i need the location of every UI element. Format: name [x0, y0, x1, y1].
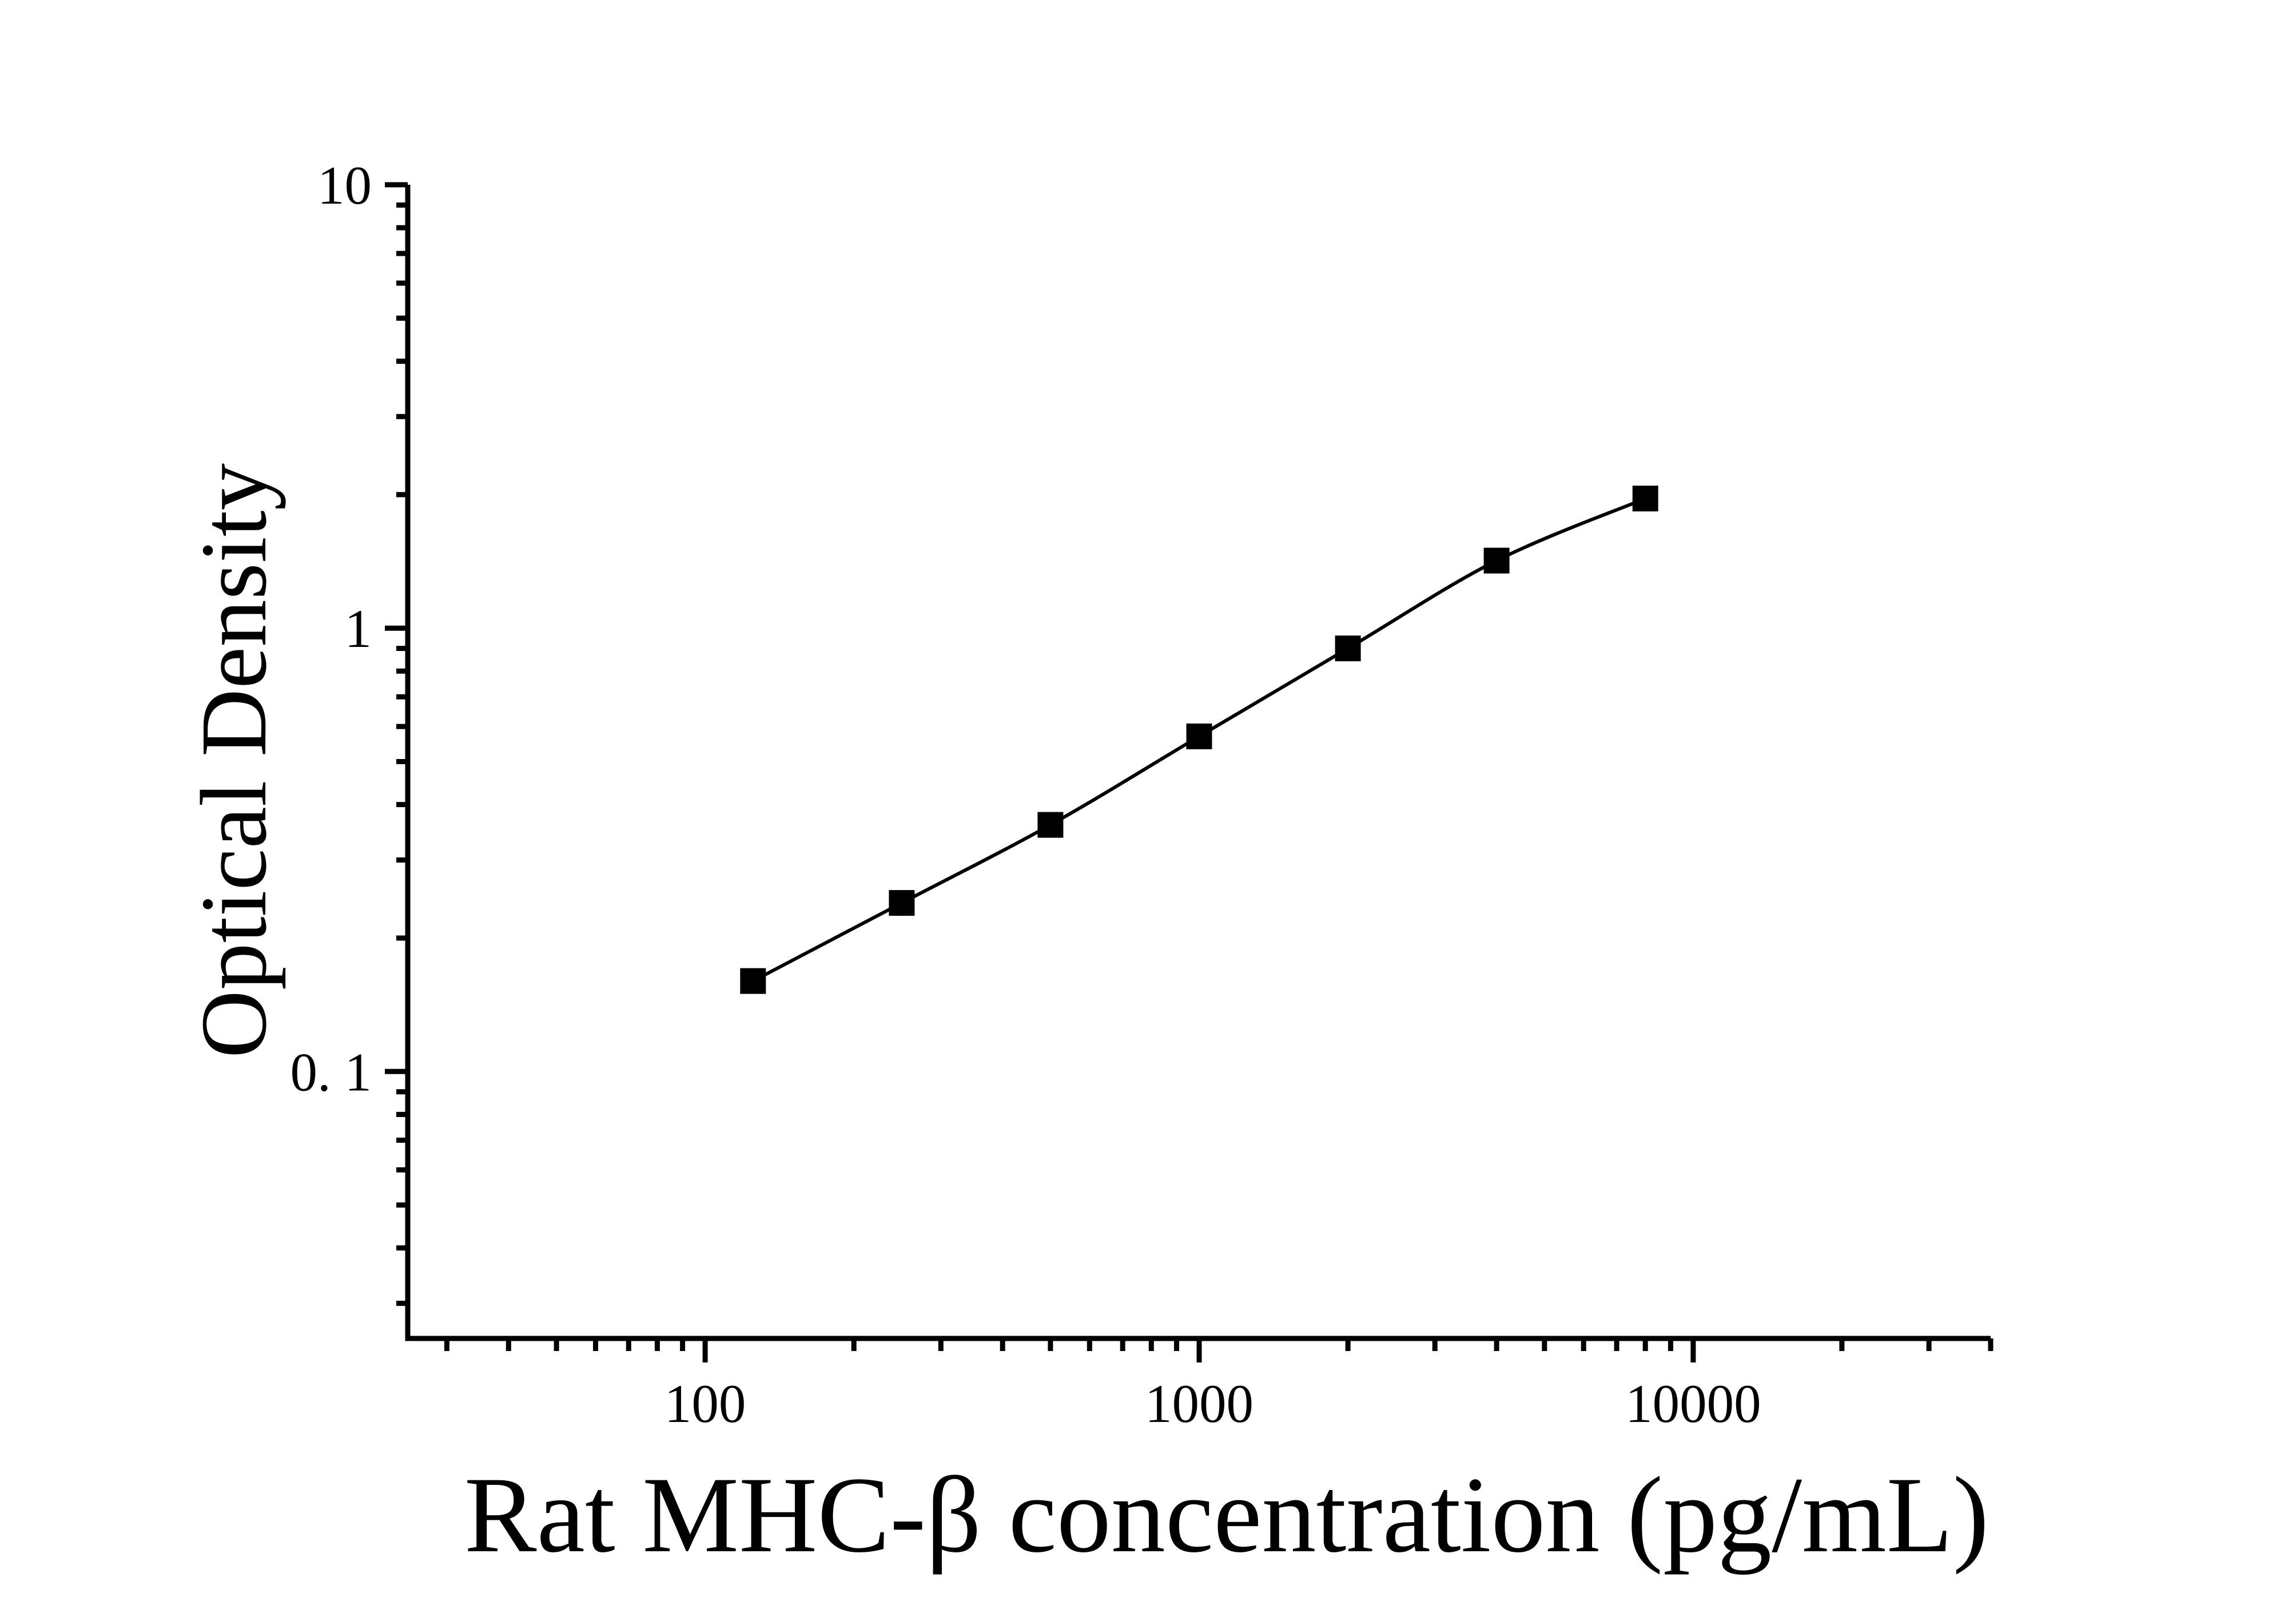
x-tick-label: 1000 — [1145, 1373, 1254, 1434]
axis-tick-labels: 100 1000 10000 10 1 0. 1 — [291, 155, 1761, 1434]
data-point-marker — [1037, 812, 1064, 838]
data-point-marker — [1632, 486, 1658, 512]
data-point-marker — [1186, 723, 1212, 749]
data-point-marker — [740, 968, 766, 994]
x-axis-title: Rat MHC-β concentration (pg/mL) — [464, 1455, 1989, 1575]
y-tick-label: 10 — [317, 155, 372, 216]
x-tick-label: 10000 — [1625, 1373, 1761, 1434]
y-axis-title: Optical Density — [181, 463, 286, 1058]
y-tick-label: 1 — [345, 598, 372, 659]
axis-minor-ticks — [396, 202, 1993, 1351]
axis-major-ticks — [385, 182, 1696, 1362]
data-point-marker — [889, 890, 915, 916]
data-point-markers — [740, 486, 1658, 994]
y-tick-label: 0. 1 — [291, 1042, 372, 1102]
data-point-marker — [1483, 547, 1510, 574]
data-point-marker — [1335, 635, 1361, 662]
x-tick-label: 100 — [664, 1373, 746, 1434]
axes-lines — [405, 185, 1991, 1341]
